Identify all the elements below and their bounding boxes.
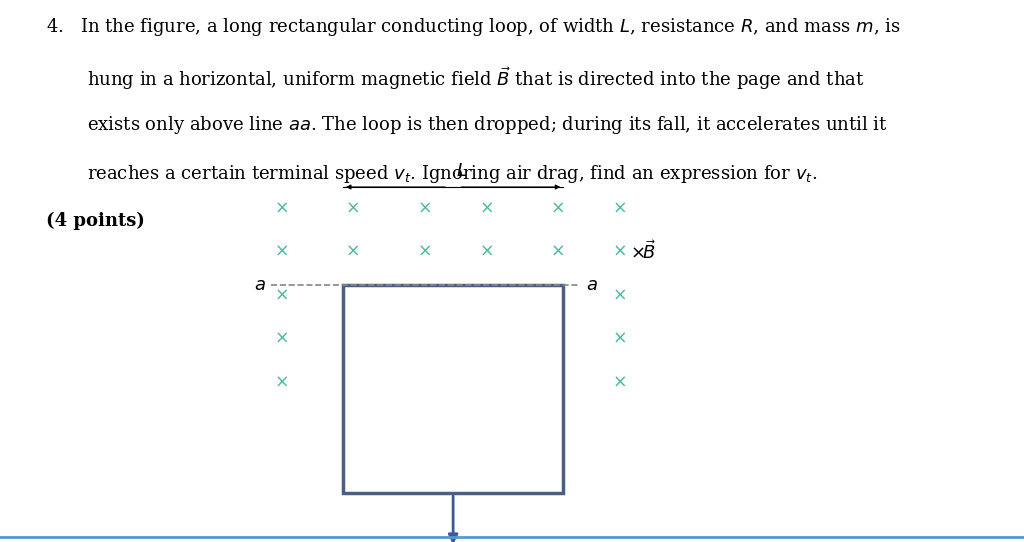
Text: ×: × bbox=[479, 199, 494, 218]
Text: ×: × bbox=[418, 243, 432, 261]
Text: ×: × bbox=[479, 373, 494, 391]
Text: ×: × bbox=[612, 286, 627, 305]
Text: ×: × bbox=[274, 199, 289, 218]
Text: ×: × bbox=[274, 330, 289, 348]
Text: $\times\!\vec{B}$: $\times\!\vec{B}$ bbox=[630, 241, 656, 263]
Text: ×: × bbox=[274, 243, 289, 261]
Text: ×: × bbox=[346, 286, 360, 305]
Text: ×: × bbox=[274, 373, 289, 391]
Text: ×: × bbox=[346, 330, 360, 348]
Text: ×: × bbox=[418, 330, 432, 348]
Text: ×: × bbox=[479, 243, 494, 261]
Text: ×: × bbox=[612, 330, 627, 348]
Text: ×: × bbox=[346, 373, 360, 391]
Text: ×: × bbox=[551, 199, 565, 218]
Text: ×: × bbox=[479, 286, 494, 305]
Text: ×: × bbox=[612, 199, 627, 218]
Bar bbox=[343, 285, 563, 493]
Text: ×: × bbox=[418, 286, 432, 305]
Text: 4.   In the figure, a long rectangular conducting loop, of width $L$, resistance: 4. In the figure, a long rectangular con… bbox=[46, 16, 901, 38]
Text: ×: × bbox=[612, 373, 627, 391]
Text: exists only above line $aa$. The loop is then dropped; during its fall, it accel: exists only above line $aa$. The loop is… bbox=[87, 114, 888, 136]
Text: ×: × bbox=[551, 373, 565, 391]
Text: ×: × bbox=[551, 243, 565, 261]
Text: ×: × bbox=[551, 330, 565, 348]
Text: ×: × bbox=[346, 243, 360, 261]
Text: ×: × bbox=[346, 199, 360, 218]
Text: hung in a horizontal, uniform magnetic field $\vec{B}$ that is directed into the: hung in a horizontal, uniform magnetic f… bbox=[87, 65, 864, 92]
Text: ×: × bbox=[479, 330, 494, 348]
Text: ×: × bbox=[612, 243, 627, 261]
Text: ×: × bbox=[274, 286, 289, 305]
Text: $a$: $a$ bbox=[254, 276, 266, 294]
Text: $L$: $L$ bbox=[456, 163, 467, 180]
Text: ×: × bbox=[551, 286, 565, 305]
Text: ×: × bbox=[418, 199, 432, 218]
Text: $a$: $a$ bbox=[586, 276, 598, 294]
Text: ×: × bbox=[418, 373, 432, 391]
Text: (4 points): (4 points) bbox=[46, 211, 145, 230]
Text: reaches a certain terminal speed $v_t$. Ignoring air drag, find an expression fo: reaches a certain terminal speed $v_t$. … bbox=[87, 163, 817, 185]
